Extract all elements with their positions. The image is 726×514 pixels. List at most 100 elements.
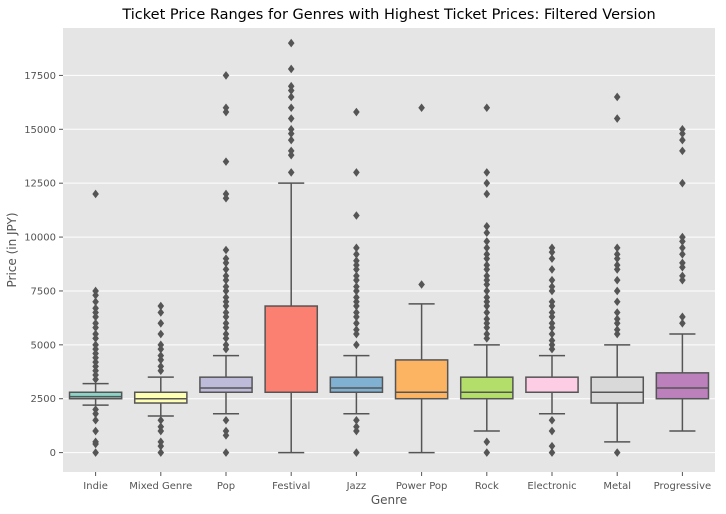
outlier-point xyxy=(157,344,165,354)
chart-title: Ticket Price Ranges for Genres with High… xyxy=(121,7,655,23)
outlier-point xyxy=(222,344,230,354)
outlier-point xyxy=(353,293,360,302)
y-tick-label: 0 xyxy=(50,448,56,459)
outlier-point xyxy=(222,312,230,322)
outlier-point xyxy=(548,308,556,317)
box-iqr xyxy=(264,305,319,394)
outlier-point xyxy=(483,448,491,457)
outlier-point xyxy=(483,189,491,199)
outlier-point xyxy=(353,422,360,432)
outlier-point xyxy=(222,308,230,317)
outlier-point xyxy=(222,282,230,291)
outlier-point xyxy=(483,178,491,188)
box-iqr xyxy=(199,376,253,394)
outlier-point xyxy=(222,426,230,436)
outlier-point xyxy=(483,308,491,317)
outlier-point xyxy=(222,301,230,311)
outlier-point xyxy=(548,323,556,332)
outlier-point xyxy=(222,254,230,263)
outlier-point xyxy=(92,323,99,332)
outlier-point xyxy=(418,280,425,289)
outlier-point xyxy=(548,415,556,425)
outlier-point xyxy=(679,312,686,322)
boxes-layer xyxy=(68,38,710,457)
box-iqr xyxy=(459,376,514,400)
outlier-point xyxy=(157,426,165,436)
box-group xyxy=(264,38,319,454)
outlier-point xyxy=(222,71,230,80)
outlier-point xyxy=(483,168,491,177)
x-tick-label: Festival xyxy=(272,481,310,492)
outlier-point xyxy=(418,103,425,113)
outlier-point xyxy=(157,340,165,350)
outlier-point xyxy=(353,260,360,270)
outlier-point xyxy=(353,286,360,296)
outlier-point xyxy=(679,243,686,253)
y-axis-label: Price (in JPY) xyxy=(5,212,19,287)
outlier-point xyxy=(92,426,99,436)
box-iqr xyxy=(133,391,188,404)
outlier-point xyxy=(548,312,556,322)
outlier-point xyxy=(287,129,295,138)
outlier-point xyxy=(222,334,230,343)
outlier-point xyxy=(353,168,360,177)
outlier-point xyxy=(483,314,491,324)
outlier-point xyxy=(157,362,165,371)
box-group xyxy=(329,107,384,457)
outlier-point xyxy=(92,357,99,367)
outlier-point xyxy=(353,275,360,285)
outlier-point xyxy=(353,243,360,253)
outlier-point xyxy=(222,448,230,457)
outlier-point xyxy=(548,247,556,257)
box-iqr xyxy=(655,372,710,400)
outlier-point xyxy=(679,250,686,259)
outlier-point xyxy=(222,323,230,332)
outlier-point xyxy=(157,437,165,447)
outlier-point xyxy=(157,415,165,425)
outlier-point xyxy=(222,415,230,425)
outlier-point xyxy=(222,189,230,199)
outlier-point xyxy=(679,129,686,138)
outlier-point xyxy=(157,366,165,375)
outlier-point xyxy=(222,245,230,255)
box-group xyxy=(590,92,645,457)
outlier-point xyxy=(679,275,686,285)
y-tick-label: 7500 xyxy=(31,286,56,297)
outlier-point xyxy=(353,318,360,328)
outlier-point xyxy=(222,271,230,281)
outlier-point xyxy=(92,405,99,414)
outlier-point xyxy=(613,265,621,274)
outlier-point xyxy=(613,243,621,253)
x-axis-label: Genre xyxy=(371,493,407,507)
outlier-point xyxy=(353,312,360,322)
outlier-point xyxy=(679,135,686,145)
outlier-point xyxy=(483,265,491,274)
outlier-point xyxy=(287,125,295,134)
y-tick-label: 10000 xyxy=(24,233,56,244)
box-group xyxy=(655,125,710,432)
y-tick-label: 5000 xyxy=(31,340,56,351)
outlier-point xyxy=(287,38,295,48)
outlier-point xyxy=(679,258,686,268)
outlier-point xyxy=(679,125,686,134)
outlier-point xyxy=(92,415,99,425)
outlier-point xyxy=(353,301,360,311)
outlier-point xyxy=(222,431,230,440)
outlier-point xyxy=(548,344,556,354)
outlier-point xyxy=(287,146,295,156)
outlier-point xyxy=(483,222,491,231)
outlier-point xyxy=(613,92,621,102)
outlier-point xyxy=(92,318,99,328)
outlier-point xyxy=(157,441,165,451)
outlier-point xyxy=(222,157,230,166)
outlier-point xyxy=(548,441,556,451)
gridlines xyxy=(63,74,715,454)
outlier-point xyxy=(613,325,621,335)
outlier-point xyxy=(353,282,360,291)
box-iqr xyxy=(525,376,579,394)
outlier-point xyxy=(483,260,491,270)
outlier-point xyxy=(92,290,99,300)
outlier-point xyxy=(92,366,99,375)
outlier-point xyxy=(157,351,165,360)
